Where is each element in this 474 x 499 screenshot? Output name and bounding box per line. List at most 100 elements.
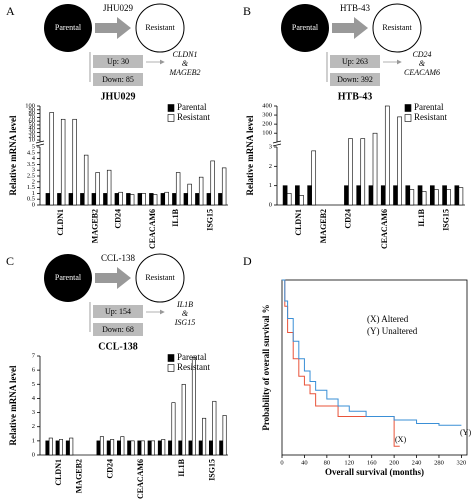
legend-swatch bbox=[404, 114, 412, 122]
bar bbox=[69, 437, 74, 456]
y-tick-label: 1.5 bbox=[27, 184, 35, 191]
bar bbox=[126, 193, 131, 206]
bar bbox=[183, 193, 189, 206]
bar bbox=[344, 185, 349, 206]
bar bbox=[103, 193, 108, 206]
parental-circle bbox=[281, 4, 329, 52]
bar bbox=[45, 193, 51, 206]
resistant-label: Resistant bbox=[382, 23, 412, 32]
x-tick-label: CD24 bbox=[343, 209, 352, 229]
bar bbox=[198, 440, 203, 456]
y-tick-label: 20 bbox=[29, 133, 36, 140]
y-tick-label: 300 bbox=[262, 112, 272, 119]
x-tick-label: CD24 bbox=[114, 209, 123, 229]
bar bbox=[221, 167, 227, 206]
bar bbox=[57, 193, 62, 206]
bar bbox=[393, 185, 398, 206]
bar bbox=[116, 440, 121, 456]
up-box bbox=[330, 55, 380, 68]
y-tick-label: 2.5 bbox=[27, 172, 35, 179]
bar bbox=[160, 193, 166, 206]
y-tick-label: 1 bbox=[32, 437, 35, 444]
bar bbox=[380, 185, 386, 206]
bar bbox=[141, 193, 146, 206]
y-tick-label: 4 bbox=[32, 155, 36, 162]
bar bbox=[127, 440, 132, 456]
bar bbox=[417, 185, 423, 206]
bar bbox=[118, 191, 123, 206]
panel-letter: D bbox=[243, 254, 252, 268]
gene: & bbox=[182, 309, 189, 318]
y-tick-label: 2 bbox=[32, 178, 35, 185]
bar bbox=[110, 439, 115, 456]
x-tick-label: 160 bbox=[367, 459, 377, 466]
bar bbox=[446, 189, 451, 206]
bar bbox=[442, 185, 447, 206]
legend-label: Parental bbox=[414, 102, 444, 112]
y-axis-label: Relative mRNA level bbox=[245, 115, 255, 195]
y-tick-label: 100 bbox=[25, 102, 35, 109]
bar bbox=[137, 193, 143, 206]
gene: MAGEB2 bbox=[168, 68, 200, 77]
y-tick-label: 5 bbox=[32, 381, 35, 388]
bar bbox=[59, 439, 64, 456]
bar bbox=[95, 172, 100, 206]
y-tick-label: 1 bbox=[269, 182, 272, 189]
bar bbox=[129, 194, 135, 206]
y-tick-label: 100 bbox=[262, 130, 272, 137]
y-tick-label: 0 bbox=[32, 201, 35, 208]
bar bbox=[172, 193, 177, 206]
down-label: Down: 392 bbox=[337, 75, 373, 84]
resistant-circle bbox=[372, 3, 422, 53]
bar bbox=[188, 440, 193, 456]
y-tick-label: 0 bbox=[32, 451, 35, 458]
legend-label: Resistant bbox=[177, 112, 210, 122]
down-box bbox=[330, 73, 380, 86]
y-axis-label: Relative mRNA level bbox=[8, 115, 18, 195]
cell-line: HTB-43 bbox=[340, 3, 370, 13]
bar bbox=[157, 440, 162, 456]
bar bbox=[368, 185, 374, 206]
panel-letter: A bbox=[6, 4, 15, 18]
x-tick-label: ISG15 bbox=[441, 209, 450, 231]
y-tick-label: 6 bbox=[32, 367, 36, 374]
cell-line: CCL-138 bbox=[101, 253, 136, 263]
y-tick-label: 400 bbox=[262, 102, 272, 109]
parental-circle bbox=[44, 4, 92, 52]
bar bbox=[181, 383, 186, 456]
arrow bbox=[95, 267, 131, 289]
bar bbox=[60, 118, 66, 206]
up-label: Up: 154 bbox=[105, 307, 131, 316]
x-tick-label: CEACAM6 bbox=[380, 209, 389, 249]
bar bbox=[80, 193, 85, 206]
x-tick-label: ISG15 bbox=[207, 459, 216, 481]
bar bbox=[140, 440, 145, 456]
bar bbox=[65, 440, 70, 456]
bar bbox=[152, 194, 158, 206]
x-tick-label: 280 bbox=[434, 459, 444, 466]
down-label: Down: 68 bbox=[102, 325, 134, 334]
y-tick-label: 2 bbox=[32, 423, 35, 430]
chart-title b: CCL-138 bbox=[98, 341, 137, 352]
bar bbox=[151, 440, 156, 456]
bar bbox=[187, 183, 192, 206]
bar bbox=[421, 191, 427, 206]
parental-label: Parental bbox=[55, 23, 82, 32]
bar bbox=[72, 118, 77, 206]
bar bbox=[91, 193, 97, 206]
survival-curve bbox=[282, 279, 462, 426]
parental-label: Parental bbox=[55, 273, 82, 282]
y-tick-label: 3 bbox=[32, 409, 35, 416]
bar bbox=[164, 191, 169, 206]
legend-swatch bbox=[167, 354, 175, 362]
axis-break bbox=[35, 140, 45, 147]
y-tick-label: 1 bbox=[32, 190, 35, 197]
y-tick-label: 200 bbox=[262, 121, 272, 128]
bar bbox=[434, 189, 439, 206]
bar bbox=[409, 189, 415, 206]
legend-label: Parental bbox=[177, 102, 207, 112]
bar bbox=[99, 436, 104, 456]
bar bbox=[307, 185, 312, 206]
y-tick-label: 5 bbox=[32, 143, 35, 150]
axis-break bbox=[272, 140, 282, 147]
